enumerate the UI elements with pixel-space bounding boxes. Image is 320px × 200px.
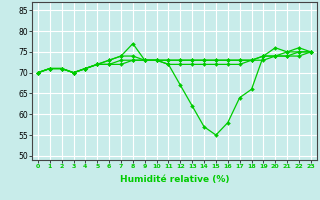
X-axis label: Humidité relative (%): Humidité relative (%) (120, 175, 229, 184)
